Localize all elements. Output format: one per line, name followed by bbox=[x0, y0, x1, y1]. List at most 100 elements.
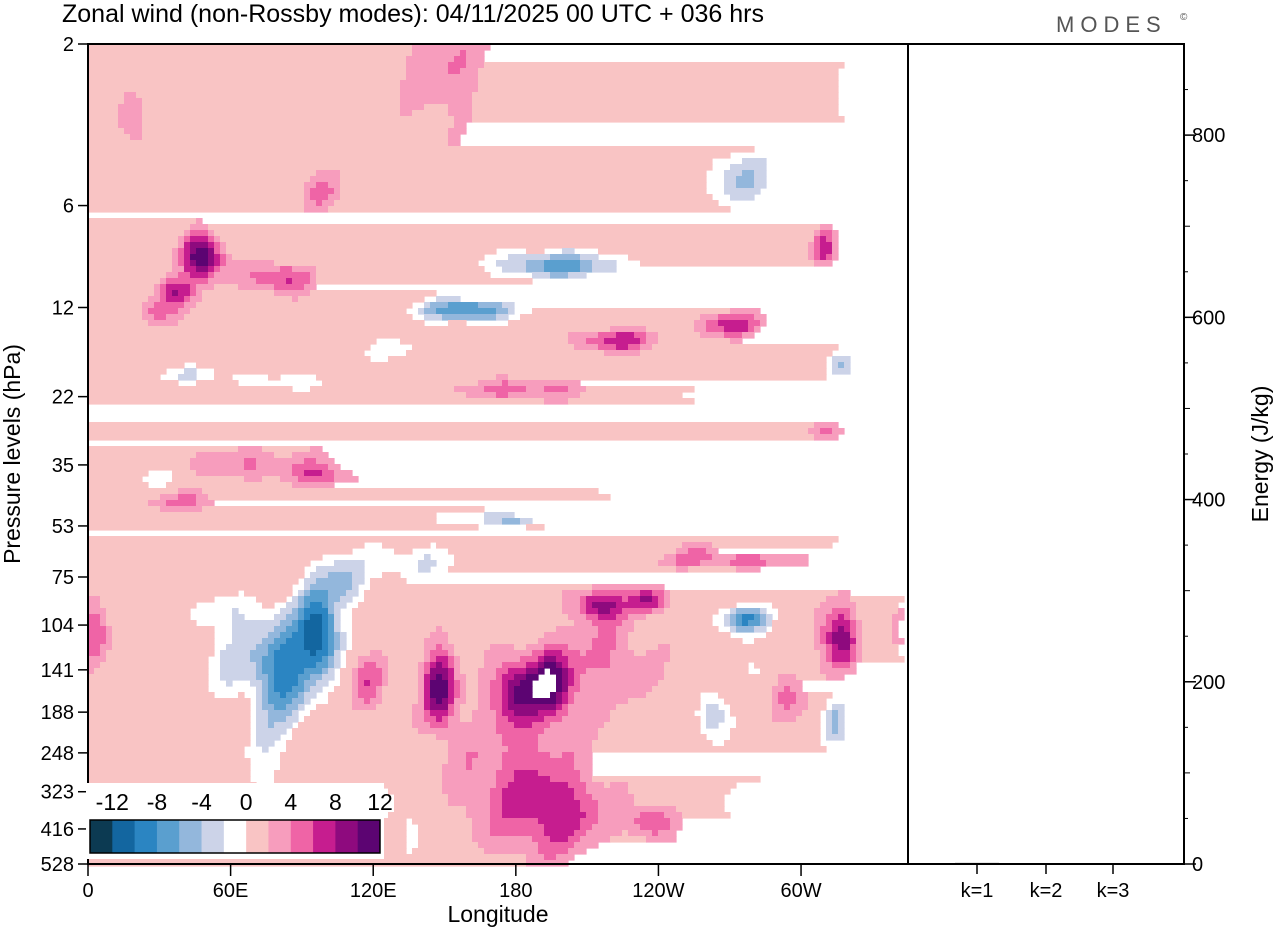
heat-cell bbox=[616, 626, 635, 633]
heat-cell bbox=[310, 272, 317, 279]
heat-cell bbox=[352, 686, 359, 693]
heat-cell bbox=[538, 848, 569, 855]
heat-cell bbox=[454, 650, 485, 657]
heat-cell bbox=[352, 620, 575, 627]
heat-cell bbox=[262, 476, 281, 483]
heat-cell bbox=[502, 674, 515, 681]
heat-cell bbox=[274, 668, 305, 675]
heat-cell bbox=[658, 332, 701, 339]
heat-cell bbox=[88, 494, 161, 501]
heat-cell bbox=[298, 674, 311, 681]
heat-cell bbox=[88, 422, 815, 429]
heat-cell bbox=[172, 476, 245, 483]
heat-cell bbox=[484, 512, 515, 519]
heat-cell bbox=[580, 824, 593, 831]
heat-cell bbox=[538, 740, 593, 747]
heat-cell bbox=[274, 776, 443, 783]
heat-cell bbox=[472, 764, 503, 771]
heat-cell bbox=[178, 290, 191, 297]
heat-cell bbox=[88, 614, 101, 621]
heat-cell bbox=[706, 320, 719, 327]
heat-cell bbox=[814, 254, 821, 261]
heat-cell bbox=[598, 734, 707, 741]
heat-cell bbox=[88, 698, 251, 705]
heat-cell bbox=[574, 344, 599, 351]
heat-cell bbox=[556, 680, 563, 687]
heat-cell bbox=[814, 422, 839, 429]
heat-cell bbox=[202, 296, 293, 303]
heat-cell bbox=[268, 632, 281, 639]
y-tick-label: 104 bbox=[41, 615, 74, 637]
heat-cell bbox=[274, 626, 287, 633]
heat-cell bbox=[796, 692, 809, 699]
heat-cell bbox=[568, 386, 587, 393]
heat-cell bbox=[268, 716, 287, 723]
heat-cell bbox=[496, 722, 515, 729]
heat-cell bbox=[466, 674, 479, 681]
y-tick-label: 12 bbox=[52, 297, 74, 319]
heat-cell bbox=[466, 812, 491, 819]
heat-cell bbox=[430, 632, 449, 639]
heat-cell bbox=[358, 662, 365, 669]
heat-cell bbox=[568, 686, 581, 693]
heat-cell bbox=[190, 296, 203, 303]
heat-cell bbox=[274, 704, 287, 711]
heat-cell bbox=[700, 560, 731, 567]
heat-cell bbox=[310, 386, 455, 393]
heat-cell bbox=[502, 758, 575, 765]
heat-cell bbox=[142, 116, 455, 123]
heat-cell bbox=[124, 98, 143, 105]
heat-cell bbox=[196, 362, 827, 369]
heat-cell bbox=[88, 116, 119, 123]
heat-cell bbox=[304, 458, 317, 465]
heat-cell bbox=[448, 794, 491, 801]
heat-cell bbox=[826, 656, 833, 663]
heat-cell bbox=[604, 722, 701, 729]
heat-cell bbox=[220, 266, 281, 273]
heat-cell bbox=[568, 398, 695, 405]
heat-cell bbox=[280, 476, 299, 483]
heat-cell bbox=[814, 644, 827, 651]
heat-cell bbox=[718, 692, 773, 699]
heat-cell bbox=[640, 344, 653, 351]
heat-cell bbox=[88, 650, 101, 657]
heat-cell bbox=[862, 620, 893, 627]
heat-cell bbox=[448, 758, 467, 765]
heat-cell bbox=[832, 362, 839, 369]
heat-cell bbox=[724, 614, 731, 621]
heat-cell bbox=[610, 650, 635, 657]
heat-cell bbox=[178, 242, 185, 249]
heat-cell bbox=[562, 248, 575, 255]
heat-cell bbox=[832, 632, 851, 639]
heat-cell bbox=[562, 686, 569, 693]
heat-cell bbox=[532, 272, 551, 279]
heat-cell bbox=[412, 848, 485, 855]
heat-cell bbox=[190, 230, 209, 237]
heat-cell bbox=[862, 632, 893, 639]
heat-cell bbox=[604, 350, 641, 357]
heat-cell bbox=[400, 92, 473, 99]
heat-cell bbox=[88, 656, 107, 663]
heat-cell bbox=[232, 632, 269, 639]
heat-cell bbox=[424, 698, 431, 705]
heat-cell bbox=[424, 638, 449, 645]
heat-cell bbox=[538, 668, 545, 675]
heat-cell bbox=[454, 686, 461, 693]
heat-cell bbox=[112, 632, 215, 639]
heat-cell bbox=[334, 476, 359, 483]
heat-cell bbox=[316, 578, 353, 585]
heat-cell bbox=[220, 656, 251, 663]
heat-cell bbox=[448, 680, 455, 687]
heat-cell bbox=[448, 668, 455, 675]
heat-cell bbox=[712, 554, 737, 561]
heat-cell bbox=[454, 554, 665, 561]
heat-cell bbox=[160, 506, 203, 513]
x-tick-label: 180 bbox=[499, 880, 532, 902]
heat-cell bbox=[502, 800, 581, 807]
heat-cell bbox=[856, 650, 863, 657]
heat-cell bbox=[88, 374, 161, 381]
heat-cell bbox=[754, 176, 767, 183]
heat-cell bbox=[520, 518, 533, 525]
heat-cell bbox=[352, 584, 359, 591]
